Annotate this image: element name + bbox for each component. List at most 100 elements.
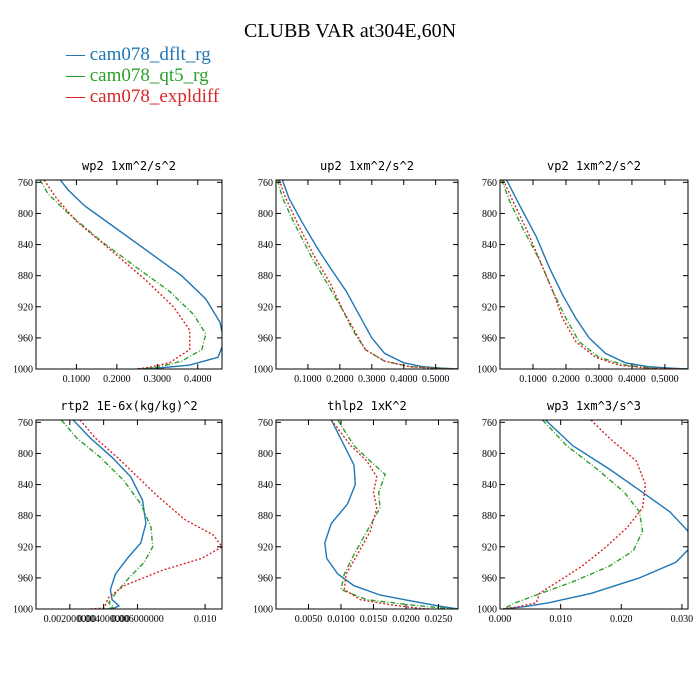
- y-tick-label: 920: [482, 542, 497, 553]
- x-tick-label: 0.020: [610, 614, 633, 625]
- series-line-cam078_dflt_rg: [59, 180, 222, 369]
- series-line-cam078_expldiff: [43, 180, 191, 369]
- panel-6: wp3 1xm^3/s^3 760 800 840 880 920 960 10000.000…: [477, 399, 693, 625]
- y-tick-label: 840: [482, 240, 497, 251]
- x-tick-label: 0.1000: [63, 374, 91, 385]
- x-tick-label: 0.4000: [618, 374, 646, 385]
- x-tick-label: 0.0200: [392, 614, 420, 625]
- y-tick-label: 840: [482, 480, 497, 491]
- y-tick-label: 1000: [253, 365, 273, 376]
- y-tick-label: 960: [258, 573, 273, 584]
- series-line-cam078_dflt_rg: [502, 420, 688, 609]
- y-tick-label: 800: [18, 209, 33, 220]
- y-tick-label: 1000: [13, 365, 33, 376]
- x-tick-label: 0.2000: [103, 374, 131, 385]
- x-tick-label: 0.5000: [651, 374, 679, 385]
- y-tick-label: 920: [18, 302, 33, 313]
- legend: — cam078_dflt_rg — cam078_qt5_rg — cam07…: [66, 44, 219, 107]
- y-tick-label: 760: [18, 178, 33, 189]
- x-tick-label: 0.2000: [552, 374, 580, 385]
- x-tick-label: 0.1000: [294, 374, 322, 385]
- series-line-cam078_expldiff: [502, 420, 647, 609]
- plot-frame: [275, 179, 459, 370]
- legend-label: cam078_qt5_rg: [89, 65, 209, 86]
- x-tick-label: 0.3000: [358, 374, 386, 385]
- y-tick-label: 920: [258, 302, 273, 313]
- series-line-cam078_qt5_rg: [60, 420, 154, 609]
- x-tick-label: 0.030: [671, 614, 694, 625]
- panel-2: up2 1xm^2/s^2 760 800 840 880 920 960 1000 0.100…: [253, 159, 459, 385]
- panel-title: vp2 1xm^2/s^2: [547, 159, 641, 173]
- panel-title: rtp2 1E-6x(kg/kg)^2: [60, 399, 197, 413]
- panel-4: rtp2 1E-6x(kg/kg)^2 760 800 840 880 920 960 100…: [13, 399, 223, 625]
- series-line-cam078_qt5_rg: [500, 180, 688, 369]
- legend-label: cam078_dflt_rg: [89, 44, 211, 65]
- panel-title: wp3 1xm^3/s^3: [547, 399, 641, 413]
- x-tick-label: 0.2000: [326, 374, 354, 385]
- panel-3: vp2 1xm^2/s^2 760 800 840 880 920 960 1000 0.100…: [477, 159, 689, 385]
- x-tick-label: 0.5000: [422, 374, 450, 385]
- y-tick-label: 800: [258, 449, 273, 460]
- x-tick-label: 0.0250: [425, 614, 453, 625]
- y-tick-label: 840: [258, 480, 273, 491]
- y-tick-label: 880: [18, 271, 33, 282]
- y-tick-label: 760: [18, 418, 33, 429]
- x-tick-label: 0.4000: [390, 374, 418, 385]
- x-tick-label: 0.0150: [360, 614, 388, 625]
- y-tick-label: 960: [18, 333, 33, 344]
- y-tick-label: 800: [18, 449, 33, 460]
- series-line-cam078_dflt_rg: [324, 420, 458, 609]
- x-tick-label: 0.4000: [184, 374, 212, 385]
- plot-frame: [275, 419, 459, 610]
- x-tick-label: 0.0050: [295, 614, 323, 625]
- panel-title: up2 1xm^2/s^2: [320, 159, 414, 173]
- series-line-cam078_dflt_rg: [281, 180, 458, 369]
- y-tick-label: 800: [482, 449, 497, 460]
- y-tick-label: 960: [18, 573, 33, 584]
- series-line-cam078_qt5_rg: [39, 180, 207, 369]
- legend-label: cam078_expldiff: [89, 86, 220, 107]
- y-tick-label: 920: [258, 542, 273, 553]
- x-tick-label: 0.3000: [144, 374, 172, 385]
- legend-entry-qt5: — cam078_qt5_rg: [66, 65, 209, 86]
- y-tick-label: 960: [258, 333, 273, 344]
- y-tick-label: 840: [258, 240, 273, 251]
- y-tick-label: 880: [258, 511, 273, 522]
- y-tick-label: 760: [482, 178, 497, 189]
- figure-title: CLUBB VAR at304E,60N: [243, 20, 457, 42]
- y-tick-label: 880: [482, 271, 497, 282]
- x-tick-label: 0.3000: [585, 374, 613, 385]
- panel-title: wp2 1xm^2/s^2: [82, 159, 176, 173]
- plot-frame: [499, 179, 689, 370]
- y-tick-label: 880: [258, 271, 273, 282]
- plot-frame: [35, 419, 223, 610]
- legend-entry-expldiff: — cam078_expldiff: [66, 86, 220, 107]
- series-line-cam078_dflt_rg: [72, 420, 147, 609]
- y-tick-label: 760: [258, 178, 273, 189]
- x-tick-label: 0.006000000: [111, 614, 164, 625]
- series-line-cam078_expldiff: [502, 180, 688, 369]
- panel-title: thlp2 1xK^2: [327, 399, 406, 413]
- x-tick-label: 0.010: [194, 614, 217, 625]
- panel-5: thlp2 1xK^2 760 800 840 880 920 960 1000 0.0050 0…: [253, 399, 459, 625]
- series-line-cam078_expldiff: [330, 420, 429, 609]
- series-line-cam078_qt5_rg: [502, 420, 644, 609]
- plot-frame: [499, 419, 689, 610]
- y-tick-label: 1000: [13, 605, 33, 616]
- y-tick-label: 920: [18, 542, 33, 553]
- panel-1: wp2 1xm^2/s^2 760 800 840 880 920 960 1000 0.100…: [13, 159, 223, 385]
- y-tick-label: 960: [482, 573, 497, 584]
- y-tick-label: 880: [18, 511, 33, 522]
- x-tick-label: 0.0100: [327, 614, 355, 625]
- series-line-cam078_qt5_rg: [276, 180, 458, 369]
- y-tick-label: 800: [482, 209, 497, 220]
- x-tick-label: 0.010: [549, 614, 572, 625]
- x-tick-label: 0.002000000: [44, 614, 97, 625]
- x-tick-label: 0.004000000: [77, 614, 130, 625]
- y-tick-label: 1000: [477, 365, 497, 376]
- y-tick-label: 840: [18, 240, 33, 251]
- series-line-cam078_dflt_rg: [505, 180, 688, 369]
- y-tick-label: 760: [258, 418, 273, 429]
- series-line-cam078_expldiff: [278, 180, 458, 369]
